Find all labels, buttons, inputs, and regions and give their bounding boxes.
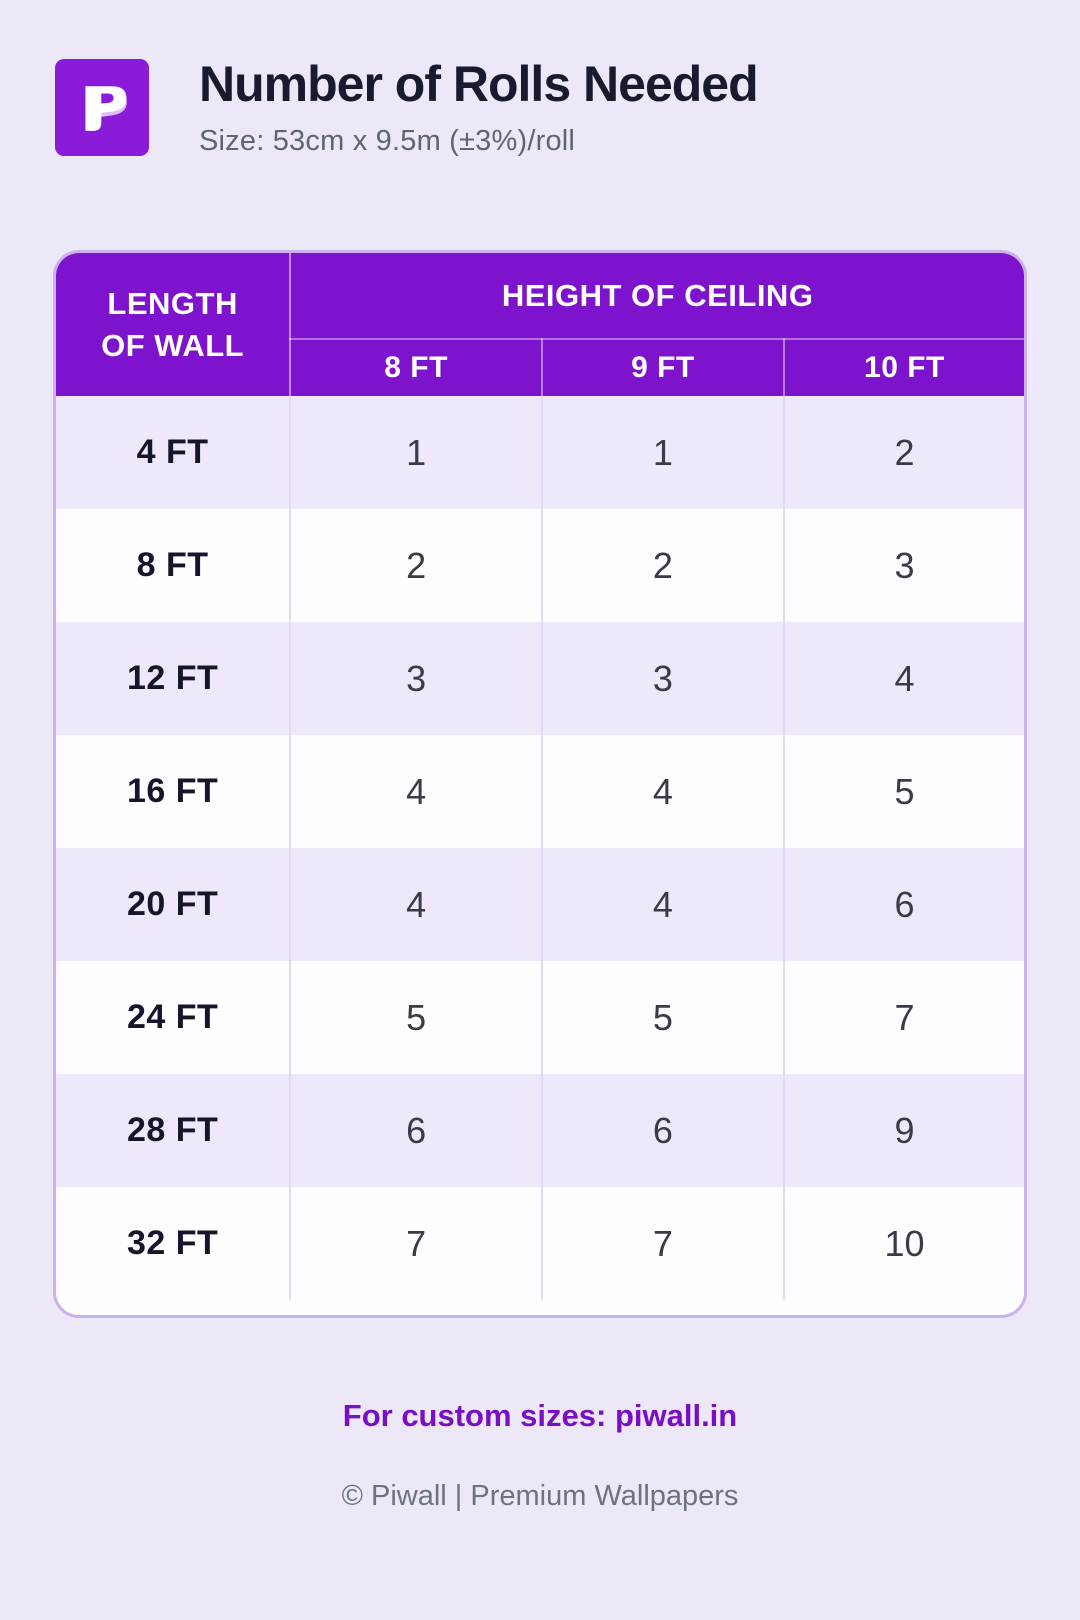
roll-count-cell: 4 <box>289 735 542 848</box>
table-row: 12 FT 3 3 4 <box>56 622 1024 735</box>
corner-header-cell: LENGTH OF WALL <box>56 253 292 396</box>
table-row: 20 FT 4 4 6 <box>56 848 1024 961</box>
roll-count-cell: 7 <box>289 1187 542 1300</box>
roll-count-cell: 7 <box>782 961 1024 1074</box>
roll-count-cell: 6 <box>782 848 1024 961</box>
page-title: Number of Rolls Needed <box>199 56 759 112</box>
table-row: 16 FT 4 4 5 <box>56 735 1024 848</box>
rolls-table-card: LENGTH OF WALL HEIGHT OF CEILING 8 FT 9 … <box>53 250 1027 1318</box>
footer-copyright: © Piwall | Premium Wallpapers <box>341 1480 739 1512</box>
roll-count-cell: 2 <box>289 509 542 622</box>
roll-count-cell: 4 <box>289 848 542 961</box>
col-header-9ft: 9 FT <box>540 339 784 396</box>
roll-count-cell: 4 <box>540 735 784 848</box>
roll-count-cell: 1 <box>540 396 784 509</box>
roll-count-cell: 6 <box>289 1074 542 1187</box>
row-label-cell: 20 FT <box>126 885 219 923</box>
col-header-10ft: 10 FT <box>782 339 1024 396</box>
roll-count-cell: 2 <box>540 509 784 622</box>
row-label-cell: 28 FT <box>126 1111 219 1149</box>
roll-count-cell: 3 <box>782 509 1024 622</box>
table-row: 32 FT 7 7 10 <box>56 1187 1024 1300</box>
roll-count-cell: 4 <box>782 622 1024 735</box>
page-subtitle: Size: 53cm x 9.5m (±3%)/roll <box>199 124 576 157</box>
table-row: 28 FT 6 6 9 <box>56 1074 1024 1187</box>
roll-count-cell: 6 <box>540 1074 784 1187</box>
roll-count-cell: 4 <box>540 848 784 961</box>
brand-header: Number of Rolls Needed Size: 53cm x 9.5m… <box>55 56 759 158</box>
footer-custom-sizes-link: For custom sizes: piwall.in <box>342 1398 738 1433</box>
table-row: 4 FT 1 1 2 <box>56 396 1024 509</box>
roll-count-cell: 2 <box>782 396 1024 509</box>
roll-count-cell: 5 <box>782 735 1024 848</box>
roll-count-cell: 5 <box>540 961 784 1074</box>
roll-count-cell: 1 <box>289 396 542 509</box>
row-label-cell: 24 FT <box>126 998 219 1036</box>
title-block: Number of Rolls Needed Size: 53cm x 9.5m… <box>199 56 759 158</box>
roll-count-cell: 5 <box>289 961 542 1074</box>
roll-count-cell: 3 <box>540 622 784 735</box>
row-label-cell: 12 FT <box>126 659 219 697</box>
table-row: 8 FT 2 2 3 <box>56 509 1024 622</box>
roll-count-cell: 3 <box>289 622 542 735</box>
rolls-table: LENGTH OF WALL HEIGHT OF CEILING 8 FT 9 … <box>56 253 1024 1300</box>
row-label-cell: 16 FT <box>126 772 219 810</box>
table-row: 24 FT 5 5 7 <box>56 961 1024 1074</box>
roll-count-cell: 7 <box>540 1187 784 1300</box>
roll-count-cell: 10 <box>782 1187 1024 1300</box>
ceiling-group-header: HEIGHT OF CEILING <box>290 253 1024 340</box>
row-label-cell: 4 FT <box>136 433 209 471</box>
row-label-cell: 8 FT <box>136 546 209 584</box>
roll-count-cell: 9 <box>782 1074 1024 1187</box>
piwall-p-icon <box>66 69 138 146</box>
col-header-8ft: 8 FT <box>290 339 542 396</box>
row-label-cell: 32 FT <box>126 1224 219 1262</box>
piwall-logo <box>55 59 149 157</box>
